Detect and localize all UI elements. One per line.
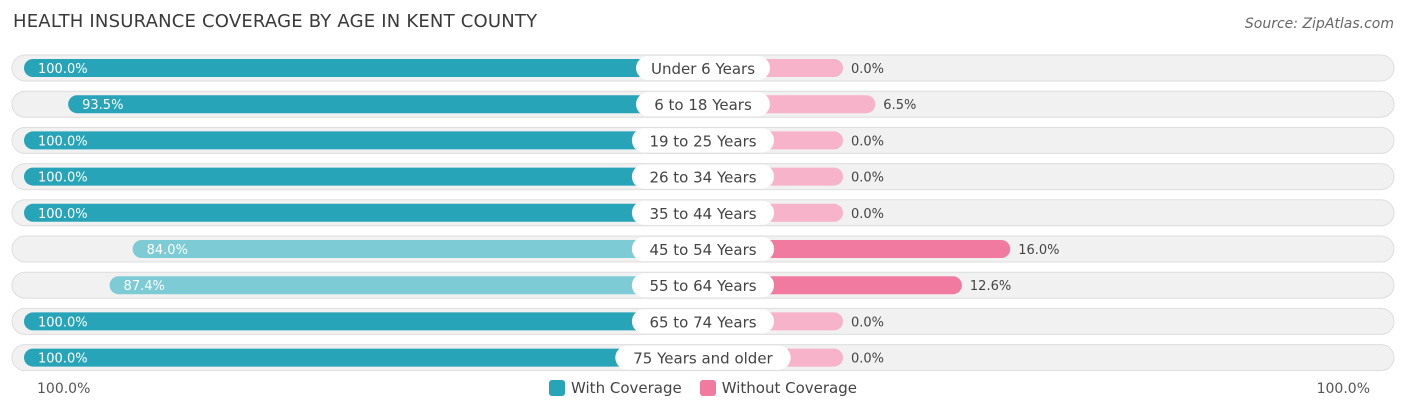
- with-coverage-bar: [24, 348, 713, 367]
- without-coverage-value: 0.0%: [851, 171, 884, 186]
- category-label: Under 6 Years: [651, 60, 755, 78]
- category-pill: [615, 345, 791, 370]
- with-coverage-swatch: [549, 380, 566, 396]
- with-coverage-value: 100.0%: [38, 352, 88, 367]
- with-coverage-value: 93.5%: [82, 98, 123, 113]
- axis-left-label: 100.0%: [37, 381, 91, 397]
- without-coverage-value: 0.0%: [851, 134, 884, 149]
- with-coverage-bar: [68, 95, 713, 114]
- legend-item-with-coverage: With Coverage: [549, 379, 682, 397]
- category-pill: [631, 309, 775, 334]
- without-coverage-value: 0.0%: [851, 315, 884, 330]
- category-pill: [631, 273, 775, 298]
- with-coverage-value: 100.0%: [38, 62, 88, 77]
- with-coverage-bar: [24, 312, 713, 331]
- with-coverage-value: 87.4%: [124, 279, 165, 294]
- legend-with-label: With Coverage: [571, 379, 682, 397]
- with-coverage-value: 100.0%: [38, 134, 88, 149]
- chart-title: HEALTH INSURANCE COVERAGE BY AGE IN KENT…: [13, 11, 538, 32]
- without-coverage-value: 16.0%: [1018, 243, 1059, 258]
- category-label: 55 to 64 Years: [649, 277, 756, 295]
- with-coverage-bar: [132, 240, 713, 258]
- without-coverage-value: 0.0%: [851, 207, 884, 222]
- category-pill: [631, 164, 775, 189]
- with-coverage-value: 100.0%: [38, 315, 88, 330]
- category-pill: [631, 128, 775, 153]
- category-pill: [631, 237, 775, 261]
- category-label: 6 to 18 Years: [654, 96, 752, 114]
- source-credit: Source: ZipAtlas.com: [1244, 16, 1394, 32]
- category-label: 19 to 25 Years: [649, 132, 756, 150]
- category-label: 26 to 34 Years: [649, 169, 756, 187]
- category-pill: [636, 92, 770, 117]
- with-coverage-value: 100.0%: [38, 207, 88, 222]
- legend: With Coverage Without Coverage: [0, 379, 1406, 397]
- without-coverage-swatch: [699, 380, 716, 396]
- category-pill: [636, 56, 770, 80]
- with-coverage-bar: [24, 203, 713, 222]
- bar-chart: 100.0% Under 6 Years 0.0% 93.5% 6 to 18 Year…: [11, 54, 1395, 372]
- with-coverage-value: 100.0%: [38, 171, 88, 186]
- with-coverage-value: 84.0%: [147, 243, 188, 258]
- legend-item-without-coverage: Without Coverage: [699, 379, 857, 397]
- legend-without-label: Without Coverage: [721, 379, 857, 397]
- with-coverage-bar: [109, 276, 713, 295]
- without-coverage-value: 0.0%: [851, 352, 884, 367]
- category-label: 45 to 54 Years: [649, 241, 756, 259]
- without-coverage-value: 0.0%: [851, 62, 884, 77]
- category-pill: [631, 200, 775, 225]
- category-label: 65 to 74 Years: [649, 313, 756, 331]
- without-coverage-value: 12.6%: [970, 279, 1011, 294]
- with-coverage-bar: [24, 167, 713, 186]
- axis-right-label: 100.0%: [1316, 381, 1370, 397]
- with-coverage-bar: [24, 59, 713, 77]
- category-label: 75 Years and older: [633, 350, 773, 368]
- without-coverage-value: 6.5%: [883, 98, 916, 113]
- with-coverage-bar: [24, 131, 713, 150]
- category-label: 35 to 44 Years: [649, 205, 756, 223]
